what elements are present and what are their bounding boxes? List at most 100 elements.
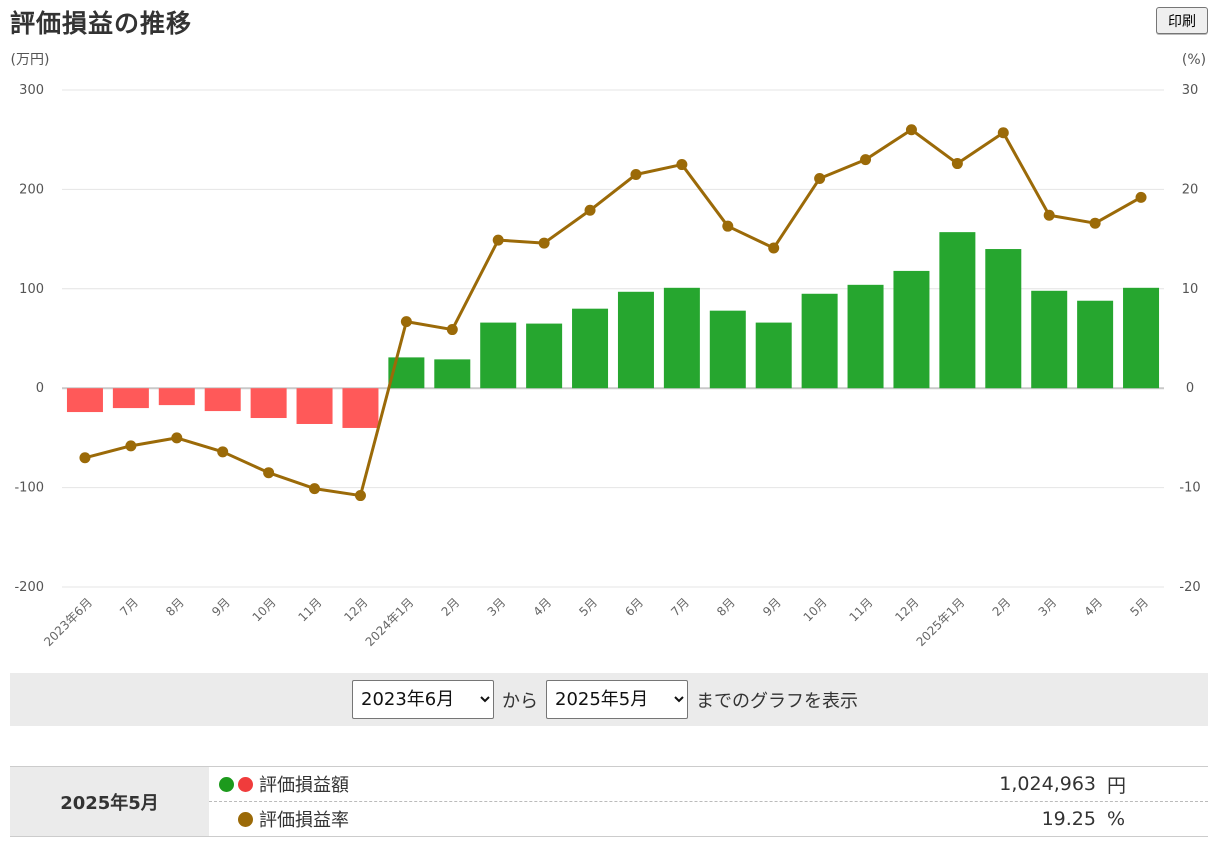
- y-left-unit-label: (万円): [11, 52, 50, 68]
- rate-line: [84, 128, 1142, 498]
- summary-amount-unit: 円: [1107, 774, 1127, 797]
- bar-series: [66, 232, 1160, 428]
- y-right-unit-label: (%): [1182, 52, 1206, 68]
- line-series: [79, 124, 1147, 502]
- summary-amount-label: 評価損益額: [259, 775, 349, 796]
- bar: [342, 388, 379, 428]
- x-tick-label: 3月: [1036, 595, 1060, 619]
- bar: [158, 388, 195, 406]
- red-dot-icon: [238, 776, 253, 792]
- bar: [66, 388, 103, 413]
- x-tick-label: 8月: [714, 595, 738, 619]
- line-point: [1135, 191, 1147, 203]
- x-tick-label: 7月: [117, 595, 141, 619]
- line-point: [492, 234, 504, 246]
- line-point: [630, 168, 642, 180]
- x-tick-label: 2月: [439, 595, 463, 619]
- x-tick-label: 10月: [801, 595, 830, 624]
- print-button[interactable]: 印刷: [1156, 7, 1208, 34]
- summary-rate-unit: %: [1107, 808, 1126, 830]
- summary-row-amount: 評価損益額 1,024,963 円: [209, 767, 1208, 802]
- x-tick-label: 9月: [760, 595, 784, 619]
- bar: [847, 284, 884, 389]
- bar: [1031, 290, 1068, 389]
- y-right-tick-label: 0: [1186, 381, 1194, 396]
- y-left-tick-label: 0: [36, 381, 44, 396]
- x-tick-label: 9月: [209, 595, 233, 619]
- line-point: [263, 467, 275, 479]
- bar: [112, 388, 149, 409]
- bar: [434, 359, 471, 389]
- from-separator: から: [502, 690, 538, 712]
- bar: [572, 308, 609, 389]
- bar: [985, 249, 1022, 389]
- y-right-tick-label: 20: [1182, 182, 1199, 197]
- line-point: [400, 316, 412, 328]
- x-tick-label: 11月: [846, 595, 875, 624]
- line-point: [446, 324, 458, 336]
- x-tick-label: 2024年1月: [363, 595, 417, 649]
- bar: [617, 291, 654, 389]
- y-right-tick-label: 30: [1182, 83, 1199, 98]
- x-tick-label: 4月: [530, 595, 554, 619]
- y-left-ticks: 300 200 100 0 -100 -200: [14, 83, 44, 595]
- bar: [1123, 287, 1160, 389]
- bar: [755, 322, 792, 389]
- x-tick-label: 10月: [250, 595, 279, 624]
- x-tick-label: 3月: [485, 595, 509, 619]
- brown-dot-icon: [238, 811, 253, 827]
- line-point: [768, 242, 780, 254]
- line-point: [171, 432, 183, 444]
- bar: [296, 388, 333, 424]
- y-left-tick-label: -100: [14, 481, 44, 496]
- bar: [663, 287, 700, 389]
- x-tick-label: 2月: [990, 595, 1014, 619]
- y-left-tick-label: 100: [19, 282, 44, 297]
- line-point: [79, 452, 91, 464]
- line-point: [676, 159, 688, 171]
- x-tick-label: 2025年1月: [914, 595, 968, 649]
- line-point: [354, 490, 366, 502]
- x-tick-label: 5月: [576, 595, 600, 619]
- range-suffix: までのグラフを表示: [696, 690, 858, 712]
- bar: [709, 310, 746, 389]
- x-tick-label: 12月: [892, 595, 921, 624]
- bar: [526, 323, 563, 389]
- bar: [1077, 300, 1114, 389]
- y-left-tick-label: 200: [19, 182, 44, 197]
- green-dot-icon: [219, 776, 234, 792]
- bar: [480, 322, 517, 389]
- line-point: [1043, 209, 1055, 221]
- range-selector-bar: 2023年6月 から 2025年5月 までのグラフを表示: [10, 673, 1208, 726]
- chart-grid: [62, 89, 1164, 588]
- line-point: [951, 158, 963, 170]
- line-point: [997, 127, 1009, 139]
- summary-rate-value: 19.25: [1041, 808, 1096, 830]
- x-tick-label: 11月: [295, 595, 324, 624]
- line-point: [538, 237, 550, 249]
- from-month-select[interactable]: 2023年6月: [352, 680, 494, 719]
- line-point: [814, 172, 826, 184]
- y-right-ticks: 30 20 10 0 -10 -20: [1179, 83, 1200, 595]
- bar: [250, 388, 287, 419]
- line-point: [309, 483, 321, 495]
- x-tick-label: 5月: [1127, 595, 1151, 619]
- x-tick-label: 12月: [341, 595, 370, 624]
- summary-date: 2025年5月: [10, 767, 209, 836]
- x-tick-label: 7月: [668, 595, 692, 619]
- x-tick-label: 2023年6月: [41, 595, 95, 649]
- line-point: [905, 124, 917, 136]
- x-tick-label: 6月: [622, 595, 646, 619]
- line-point: [722, 220, 734, 232]
- bar: [893, 270, 930, 389]
- line-point: [860, 154, 872, 166]
- line-point: [217, 446, 229, 458]
- x-tick-label: 4月: [1081, 595, 1105, 619]
- x-tick-label: 8月: [163, 595, 187, 619]
- line-point: [125, 440, 137, 452]
- summary-rate-label: 評価損益率: [259, 810, 349, 831]
- y-left-tick-label: -200: [14, 580, 44, 595]
- to-month-select[interactable]: 2025年5月: [546, 680, 688, 719]
